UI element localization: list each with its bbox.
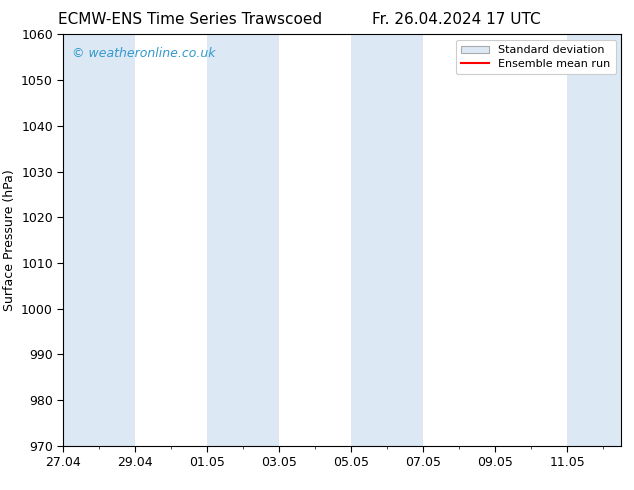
- Bar: [351, 34, 424, 446]
- Text: Fr. 26.04.2024 17 UTC: Fr. 26.04.2024 17 UTC: [372, 12, 541, 27]
- Bar: [63, 34, 136, 446]
- Text: © weatheronline.co.uk: © weatheronline.co.uk: [72, 47, 216, 60]
- Text: ECMW-ENS Time Series Trawscoed: ECMW-ENS Time Series Trawscoed: [58, 12, 322, 27]
- Bar: [567, 34, 621, 446]
- Y-axis label: Surface Pressure (hPa): Surface Pressure (hPa): [3, 169, 16, 311]
- Legend: Standard deviation, Ensemble mean run: Standard deviation, Ensemble mean run: [456, 40, 616, 74]
- Bar: [207, 34, 280, 446]
